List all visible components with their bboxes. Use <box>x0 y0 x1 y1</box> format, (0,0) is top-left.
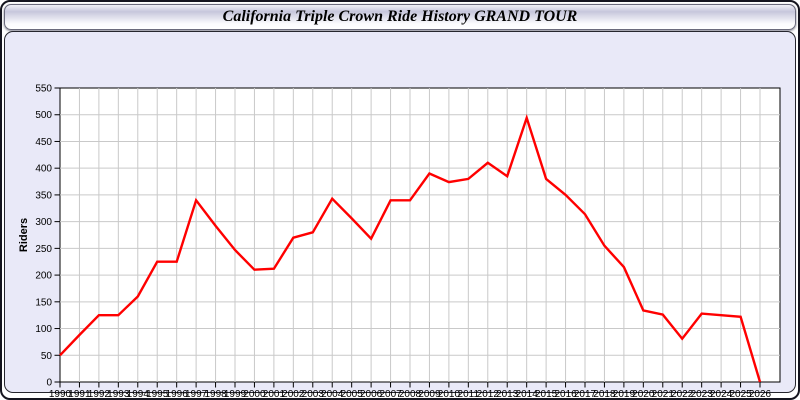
title-bar: California Triple Crown Ride History GRA… <box>4 4 796 30</box>
svg-text:2025: 2025 <box>729 389 752 400</box>
x-axis-labels: 1990199119921993199419951996199719981999… <box>49 389 772 400</box>
svg-text:500: 500 <box>35 110 52 121</box>
svg-text:1999: 1999 <box>224 389 247 400</box>
svg-text:2007: 2007 <box>379 389 402 400</box>
svg-text:100: 100 <box>35 324 52 335</box>
svg-text:2024: 2024 <box>710 389 733 400</box>
svg-text:1998: 1998 <box>204 389 227 400</box>
svg-text:2018: 2018 <box>593 389 616 400</box>
svg-text:1990: 1990 <box>49 389 72 400</box>
svg-text:2017: 2017 <box>574 389 597 400</box>
svg-text:2021: 2021 <box>652 389 675 400</box>
svg-text:2022: 2022 <box>671 389 694 400</box>
svg-text:350: 350 <box>35 190 52 201</box>
svg-text:1995: 1995 <box>146 389 169 400</box>
svg-text:2006: 2006 <box>360 389 383 400</box>
svg-text:300: 300 <box>35 217 52 228</box>
svg-text:1994: 1994 <box>127 389 150 400</box>
svg-text:400: 400 <box>35 164 52 175</box>
svg-text:1991: 1991 <box>68 389 91 400</box>
svg-text:0: 0 <box>46 378 52 389</box>
svg-text:550: 550 <box>35 84 52 95</box>
svg-text:1996: 1996 <box>166 389 189 400</box>
svg-text:2023: 2023 <box>691 389 714 400</box>
svg-text:450: 450 <box>35 137 52 148</box>
svg-text:2013: 2013 <box>496 389 519 400</box>
plot-area <box>59 87 781 383</box>
svg-text:2010: 2010 <box>438 389 461 400</box>
svg-text:2002: 2002 <box>282 389 305 400</box>
svg-text:2016: 2016 <box>554 389 577 400</box>
chart-title: California Triple Crown Ride History GRA… <box>222 8 578 25</box>
data-line-riders <box>59 114 762 383</box>
svg-text:2001: 2001 <box>263 389 286 400</box>
svg-text:2026: 2026 <box>749 389 772 400</box>
gridlines <box>60 88 780 382</box>
svg-text:2003: 2003 <box>302 389 325 400</box>
y-axis-labels: 0 50 100 150 200 250 300 350 400 450 500 550 <box>35 84 52 389</box>
y-axis-title: Riders <box>18 218 30 252</box>
svg-text:1997: 1997 <box>185 389 208 400</box>
svg-text:200: 200 <box>35 271 52 282</box>
svg-text:2004: 2004 <box>321 389 344 400</box>
svg-text:2019: 2019 <box>613 389 636 400</box>
svg-text:1992: 1992 <box>88 389 111 400</box>
svg-text:2011: 2011 <box>458 389 480 400</box>
svg-text:250: 250 <box>35 244 52 255</box>
axis-ticks <box>54 87 761 388</box>
svg-text:2012: 2012 <box>477 389 500 400</box>
svg-text:2005: 2005 <box>341 389 364 400</box>
chart-panel: 1990 1991 1992 1993 1994 1995 1996 1997 1998 1999… <box>4 31 796 398</box>
svg-text:2020: 2020 <box>632 389 655 400</box>
svg-text:2008: 2008 <box>399 389 422 400</box>
svg-text:2014: 2014 <box>516 389 539 400</box>
svg-text:2009: 2009 <box>418 389 441 400</box>
svg-text:1993: 1993 <box>107 389 130 400</box>
svg-text:50: 50 <box>41 351 53 362</box>
svg-text:2000: 2000 <box>243 389 266 400</box>
svg-text:150: 150 <box>35 297 52 308</box>
svg-text:2015: 2015 <box>535 389 558 400</box>
chart-canvas: 1990199119921993199419951996199719981999… <box>18 84 781 400</box>
